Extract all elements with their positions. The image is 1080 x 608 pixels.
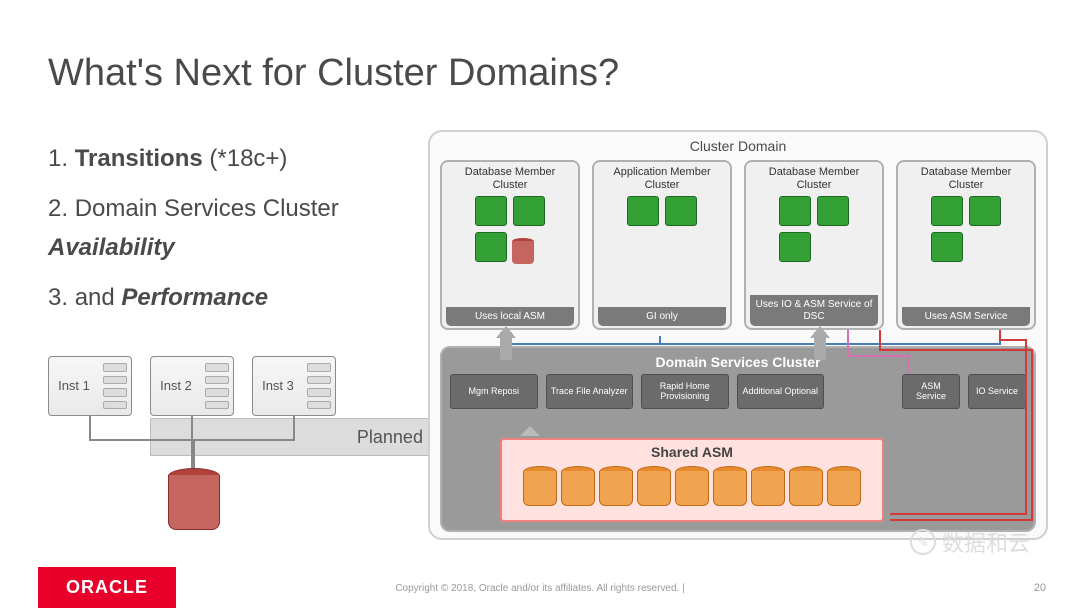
watermark-text: 数据和云 xyxy=(942,526,1030,558)
bullet-3-em: Performance xyxy=(121,284,268,311)
member-4-title: Database Member Cluster xyxy=(902,166,1030,192)
bullet-1-suffix: (*18c+) xyxy=(203,145,288,172)
shared-asm-box: Shared ASM xyxy=(500,438,884,522)
bullet-1: Transitions (*18c+) xyxy=(48,140,388,178)
svc-mgmt: Mgm Reposi xyxy=(450,374,538,409)
bullet-1-strong: Transitions xyxy=(75,145,203,172)
member-3-title: Database Member Cluster xyxy=(750,166,878,192)
member-2-footer: GI only xyxy=(598,307,726,327)
server-2: Inst 2 xyxy=(150,356,234,416)
member-row: Database Member Cluster Uses local ASM A… xyxy=(440,160,1036,330)
member-2: Application Member Cluster GI only xyxy=(592,160,732,330)
copyright-text: Copyright © 2018, Oracle and/or its affi… xyxy=(0,583,1080,594)
cluster-domain-diagram: Cluster Domain Database Member Cluster U… xyxy=(428,130,1048,540)
svc-asm: ASM Service xyxy=(902,374,960,409)
server-2-label: Inst 2 xyxy=(151,357,201,415)
svc-additional: Additional Optional xyxy=(737,374,825,409)
asm-disk-row xyxy=(502,466,882,506)
server-1-label: Inst 1 xyxy=(49,357,99,415)
member-1-footer: Uses local ASM xyxy=(446,307,574,327)
bullet-list: Transitions (*18c+) Domain Services Clus… xyxy=(48,140,388,330)
svc-io: IO Service xyxy=(968,374,1026,409)
wechat-icon: ✎ xyxy=(910,529,936,555)
bullet-2-em: Availability xyxy=(48,234,175,261)
watermark: ✎ 数据和云 xyxy=(910,526,1030,558)
server-row: Inst 1 Inst 2 Inst 3 xyxy=(48,356,336,416)
dsc-services: Mgm Reposi Trace File Analyzer Rapid Hom… xyxy=(450,374,1026,409)
diagram-title: Cluster Domain xyxy=(430,138,1046,154)
dsc-box: Domain Services Cluster Mgm Reposi Trace… xyxy=(440,346,1036,532)
server-1: Inst 1 xyxy=(48,356,132,416)
bullet-3-text: and xyxy=(75,284,122,311)
member-4-footer: Uses ASM Service xyxy=(902,307,1030,327)
shared-asm-title: Shared ASM xyxy=(502,444,882,460)
server-3-label: Inst 3 xyxy=(253,357,303,415)
bullet-3: and Performance xyxy=(48,279,388,317)
mini-disk-icon xyxy=(512,238,534,264)
svc-trace: Trace File Analyzer xyxy=(546,374,634,409)
bullet-2-text: Domain Services Cluster xyxy=(75,195,339,222)
bullet-2: Domain Services Cluster Availability xyxy=(48,190,388,267)
member-4: Database Member Cluster Uses ASM Service xyxy=(896,160,1036,330)
member-1-title: Database Member Cluster xyxy=(446,166,574,192)
member-3-footer: Uses IO & ASM Service of DSC xyxy=(750,295,878,326)
slide-title: What's Next for Cluster Domains? xyxy=(48,52,619,95)
member-1: Database Member Cluster Uses local ASM xyxy=(440,160,580,330)
server-3: Inst 3 xyxy=(252,356,336,416)
member-3: Database Member Cluster Uses IO & ASM Se… xyxy=(744,160,884,330)
dsc-title: Domain Services Cluster xyxy=(442,354,1034,370)
member-2-title: Application Member Cluster xyxy=(598,166,726,192)
page-number: 20 xyxy=(1034,582,1046,594)
svc-rhp: Rapid Home Provisioning xyxy=(641,374,729,409)
disk-icon xyxy=(168,468,220,530)
